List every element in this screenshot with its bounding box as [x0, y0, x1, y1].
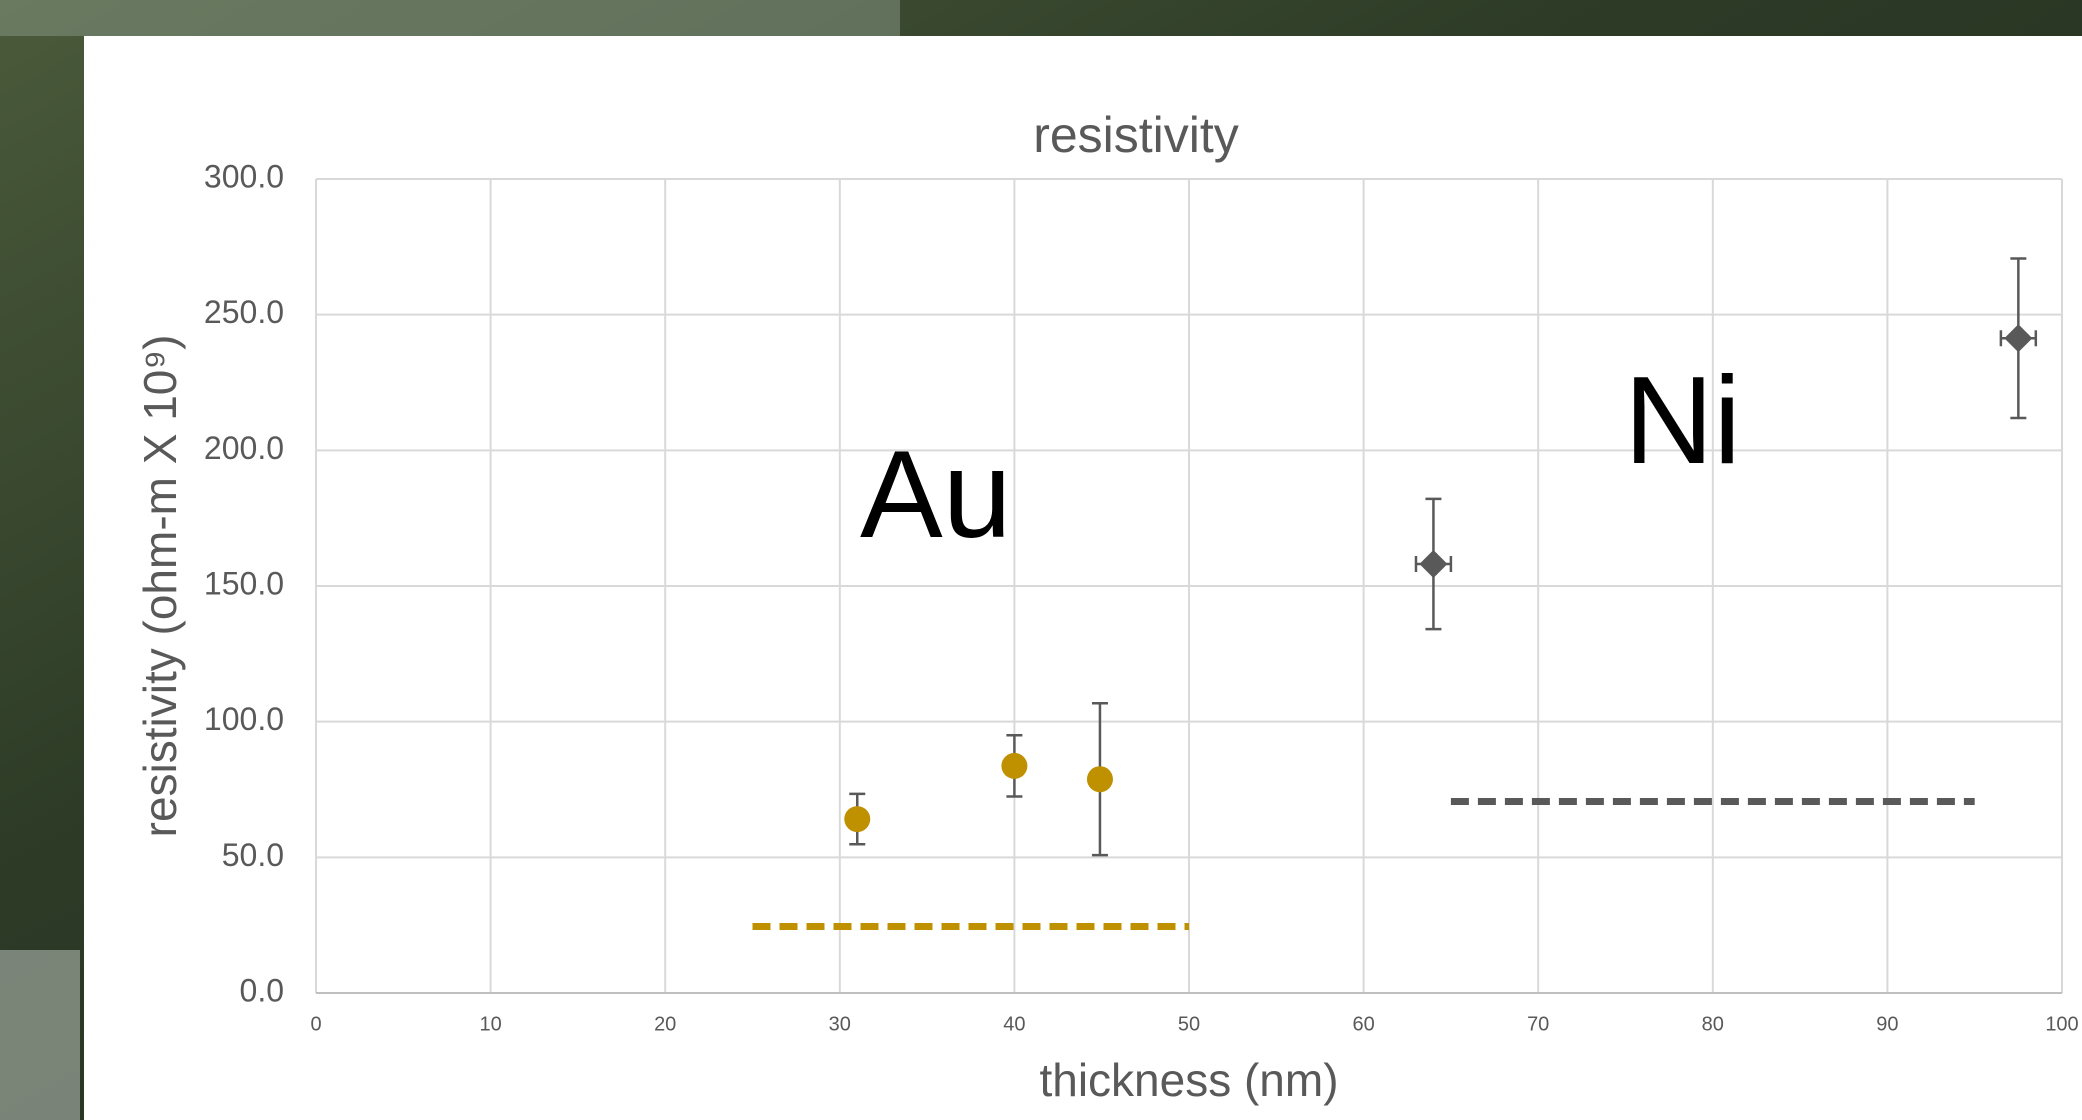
y-tick-label: 250.0 — [204, 294, 284, 330]
point — [1419, 550, 1448, 579]
y-tick-label: 0.0 — [240, 972, 284, 1008]
x-tick-label: 50 — [1178, 1014, 1200, 1036]
point — [2004, 324, 2033, 353]
y-tick-label: 100.0 — [204, 701, 284, 737]
annotation: Au — [860, 426, 1012, 564]
chart-title: resistivity — [1033, 107, 1239, 163]
x-tick-label: 30 — [829, 1014, 851, 1036]
x-tick-label: 10 — [479, 1014, 501, 1036]
annotation: Ni — [1624, 352, 1741, 490]
y-axis-label: resistivity (ohm-m X 10⁹) — [134, 335, 186, 838]
y-tick-label: 150.0 — [204, 565, 284, 601]
x-tick-label: 100 — [2045, 1014, 2078, 1036]
y-tick-label: 300.0 — [204, 158, 284, 194]
x-tick-label: 70 — [1527, 1014, 1549, 1036]
x-tick-label: 20 — [654, 1014, 676, 1036]
point — [1086, 766, 1113, 793]
x-tick-label: 80 — [1702, 1014, 1724, 1036]
x-tick-label: 60 — [1352, 1014, 1374, 1036]
x-tick-label: 0 — [310, 1014, 321, 1036]
y-tick-label: 200.0 — [204, 430, 284, 466]
chart-panel — [84, 36, 2082, 1120]
y-tick-label: 50.0 — [222, 837, 284, 873]
x-tick-label: 90 — [1876, 1014, 1898, 1036]
x-tick-label: 40 — [1003, 1014, 1025, 1036]
point — [1001, 752, 1028, 779]
photo-rock — [0, 950, 80, 1120]
photo-sky — [0, 0, 900, 36]
x-axis-label: thickness (nm) — [1039, 1054, 1338, 1106]
point — [844, 806, 871, 833]
